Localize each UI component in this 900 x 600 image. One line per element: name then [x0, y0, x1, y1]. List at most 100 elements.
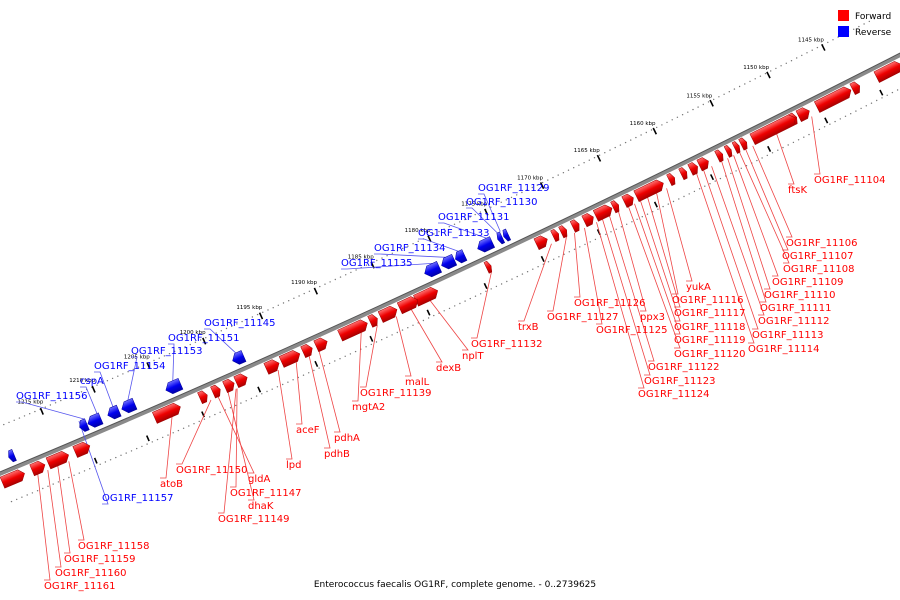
leader-line	[341, 263, 433, 270]
gene-label-og1rf-11123: OG1RF_11123	[644, 376, 716, 387]
leader-line	[360, 325, 378, 388]
forward-gene	[0, 469, 25, 489]
leader-line	[721, 161, 767, 303]
forward-gene	[483, 260, 493, 274]
forward-gene	[550, 229, 560, 243]
leader-line	[609, 215, 655, 362]
forward-gene	[849, 81, 860, 95]
leader-line	[395, 316, 412, 377]
leader-line	[466, 207, 498, 234]
gene-labels: OG1RF_11104 ftsK OG1RF_11106 OG1RF_11107 OG1…	[16, 175, 886, 592]
forward-gene	[678, 167, 688, 181]
tick-mark	[39, 407, 44, 415]
gene-label-lpd: lpd	[286, 460, 301, 471]
gene-label-og1rf-11107: OG1RF_11107	[782, 251, 854, 262]
forward-gene	[696, 157, 709, 172]
tick-mark	[202, 337, 207, 345]
reverse-gene	[441, 253, 458, 270]
tick-mark	[484, 208, 489, 216]
gene-label-og1rf-11114: OG1RF_11114	[748, 344, 820, 355]
leader-line	[218, 388, 237, 514]
forward-gene	[45, 450, 69, 470]
forward-gene	[367, 314, 378, 328]
leader-line	[727, 158, 771, 290]
gene-label-og1rf-11151: OG1RF_11151	[168, 333, 240, 344]
gene-label-og1rf-11111: OG1RF_11111	[760, 303, 832, 314]
leader-line	[739, 152, 790, 264]
gene-label-pdhb: pdhB	[324, 449, 350, 460]
gene-label-og1rf-11154: OG1RF_11154	[94, 361, 166, 372]
leader-line	[204, 328, 236, 354]
forward-gene	[633, 179, 664, 202]
forward-gene	[337, 319, 368, 342]
gene-label-og1rf-11157: OG1RF_11157	[102, 493, 174, 504]
leader-line	[634, 203, 681, 335]
forward-gene	[233, 373, 248, 389]
forward-gene	[687, 162, 698, 176]
reverse-gene	[87, 412, 104, 428]
reverse-gene	[502, 228, 512, 242]
leader-line	[429, 300, 469, 351]
leader-line	[711, 166, 765, 316]
reverse-gene	[165, 377, 184, 394]
tick-label: 1185 kbp	[348, 254, 374, 260]
leader-line	[696, 173, 755, 344]
tick-mark	[767, 145, 772, 152]
forward-gene	[714, 149, 724, 163]
gene-label-og1rf-11112: OG1RF_11112	[758, 316, 830, 327]
gene-label-og1rf-11126: OG1RF_11126	[574, 298, 646, 309]
leader-line	[596, 222, 645, 389]
tick-mark	[539, 182, 545, 190]
forward-gene	[197, 390, 208, 405]
leader-line	[547, 236, 567, 312]
tick-mark	[91, 385, 96, 393]
leader-line	[127, 356, 138, 401]
tick-label: 1170 kbp	[517, 175, 543, 181]
forward-gene	[313, 337, 328, 353]
tick-mark	[653, 201, 658, 208]
tick-mark	[258, 312, 264, 320]
legend-forward-label: Forward	[855, 12, 891, 22]
tick-label: 1200 kbp	[180, 330, 206, 336]
forward-gene	[377, 305, 398, 323]
legend-reverse-swatch	[838, 26, 849, 37]
tick-mark	[540, 255, 545, 263]
gene-label-og1rf-11153: OG1RF_11153	[131, 346, 203, 357]
gene-label-dexb: dexB	[436, 363, 461, 374]
tick-mark	[652, 127, 658, 135]
gene-label-og1rf-11131: OG1RF_11131	[438, 212, 510, 223]
leader-line	[752, 145, 793, 238]
gene-label-ppx3: ppx3	[640, 312, 665, 323]
tick-mark	[313, 287, 319, 295]
gene-label-og1rf-11117: OG1RF_11117	[674, 308, 746, 319]
leader-line	[656, 193, 679, 295]
gene-label-og1rf-11156: OG1RF_11156	[16, 391, 88, 402]
legend-forward-swatch	[838, 10, 849, 21]
reverse-gene	[496, 231, 506, 245]
leader-line	[745, 149, 789, 251]
forward-gene	[813, 86, 852, 113]
forward-gene	[723, 144, 733, 158]
reverse-gene	[121, 397, 138, 414]
leader-line	[318, 351, 341, 433]
tick-mark	[483, 282, 488, 289]
leader-line	[471, 272, 492, 339]
forward-gene	[29, 460, 46, 477]
gene-label-og1rf-11119: OG1RF_11119	[674, 335, 746, 346]
tick-label: 1160 kbp	[630, 121, 656, 127]
leader-line	[628, 206, 681, 349]
leader-line	[217, 396, 255, 474]
leader-line	[227, 392, 255, 501]
gene-label-og1rf-11150: OG1RF_11150	[176, 465, 248, 476]
leader-line	[47, 470, 62, 568]
tick-label: 1180 kbp	[405, 228, 431, 234]
tick-label: 1165 kbp	[574, 148, 600, 154]
tick-mark	[93, 457, 98, 464]
tick-mark	[369, 335, 374, 342]
gene-label-og1rf-11108: OG1RF_11108	[783, 264, 855, 275]
gene-label-og1rf-11130: OG1RF_11130	[466, 197, 538, 208]
gene-label-atob: atoB	[160, 479, 183, 490]
forward-gene	[210, 384, 221, 399]
